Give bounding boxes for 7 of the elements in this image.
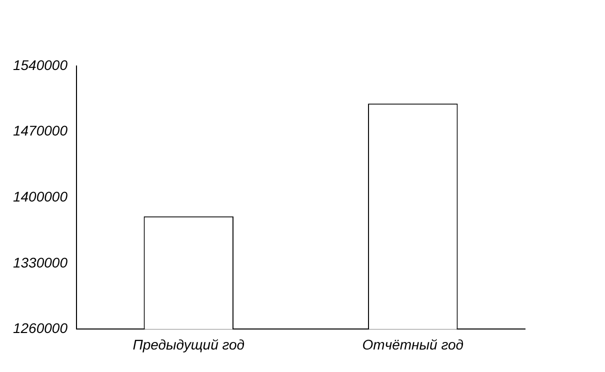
x-tick-label: Предыдущий год <box>132 336 245 352</box>
y-tick-label: 1330000 <box>12 254 68 270</box>
y-tick-label: 1400000 <box>12 188 68 204</box>
y-tick-label: 1260000 <box>12 320 68 336</box>
x-tick-label: Отчётный год <box>362 336 464 352</box>
y-tick-label: 1540000 <box>12 56 68 73</box>
y-tick-label: 1470000 <box>12 122 68 139</box>
